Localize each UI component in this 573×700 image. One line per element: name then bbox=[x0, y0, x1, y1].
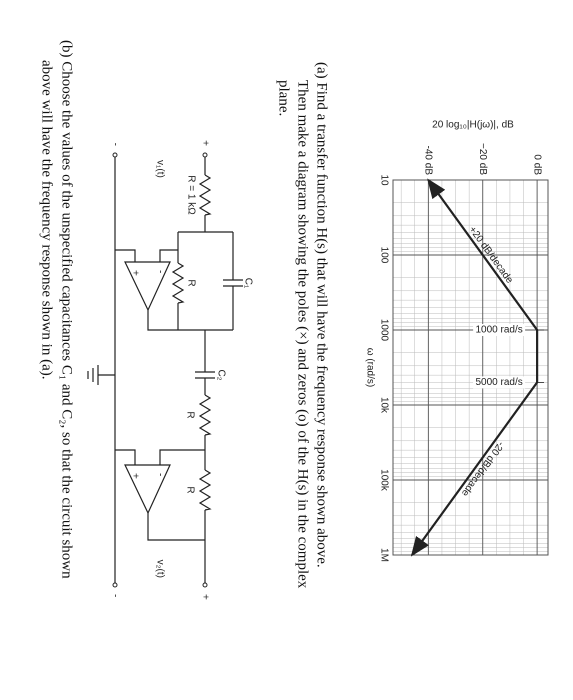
break-annotation: 5000 rad/s bbox=[475, 377, 522, 388]
terminal-label: + bbox=[199, 594, 210, 600]
break-annotation: 1000 rad/s bbox=[475, 325, 522, 336]
op-amp-sign: - bbox=[154, 473, 165, 476]
capacitor bbox=[195, 279, 243, 379]
y-tick-label: -40 dB bbox=[423, 146, 434, 176]
resistor bbox=[171, 262, 185, 304]
y-axis-label: 20 log₁₀|H(jω)|, dB bbox=[432, 120, 514, 131]
y-tick-label: 0 dB bbox=[531, 154, 542, 175]
op-amp-sign: + bbox=[129, 270, 140, 276]
problem-text: plane. bbox=[276, 80, 292, 116]
x-tick-label: 10k bbox=[378, 397, 389, 414]
op-amp-sign: + bbox=[129, 473, 140, 479]
op-amp bbox=[124, 464, 171, 515]
x-tick-label: 100 bbox=[378, 247, 389, 264]
terminal bbox=[202, 152, 208, 158]
problem-text: (b) Choose the values of the unspecified… bbox=[59, 40, 75, 579]
terminals bbox=[112, 152, 208, 588]
resistor bbox=[198, 469, 212, 511]
component-label: C₂ bbox=[215, 369, 226, 380]
component-label: C₁ bbox=[242, 278, 253, 289]
x-tick-label: 1000 bbox=[378, 319, 389, 342]
ground bbox=[87, 365, 99, 385]
voltage-label: v₂(t) bbox=[154, 560, 165, 578]
terminal bbox=[112, 582, 118, 588]
component-label: R bbox=[184, 411, 195, 418]
x-tick-label: 100k bbox=[378, 469, 389, 492]
label-bg bbox=[473, 376, 526, 389]
component-label: R bbox=[185, 279, 196, 286]
terminal bbox=[202, 582, 208, 588]
op-amp bbox=[124, 261, 171, 312]
problem-text: (a) Find a transfer function H(s) that w… bbox=[314, 62, 330, 568]
terminal-label: + bbox=[199, 140, 210, 146]
resistor bbox=[198, 174, 212, 216]
op-amp-sign: - bbox=[154, 270, 165, 273]
terminal bbox=[112, 152, 118, 158]
bode-plot: 10 100 1000 10k 100k 1M 0 dB −20 dB -40 dB 20 log… bbox=[364, 120, 549, 562]
terminal-label: - bbox=[109, 143, 120, 146]
component-label: R = 1 kΩ bbox=[185, 175, 196, 215]
y-tick-label: −20 dB bbox=[477, 143, 488, 175]
wire bbox=[98, 155, 234, 585]
response-line bbox=[410, 178, 539, 557]
voltage-label: v₁(t) bbox=[154, 160, 165, 178]
x-tick-label: 1M bbox=[378, 548, 389, 562]
problem-text: Then make a diagram showing the poles (×… bbox=[295, 80, 311, 589]
x-tick-label: 10 bbox=[378, 174, 389, 186]
circuit: + - v₁(t) R = 1 kΩ C₁ R + - C₂ R R + - +… bbox=[87, 140, 253, 600]
x-axis-label: ω (rad/s) bbox=[364, 348, 375, 387]
label-bg bbox=[473, 324, 526, 336]
resistor bbox=[198, 394, 212, 436]
terminal-label: - bbox=[109, 594, 120, 597]
component-label: R bbox=[184, 486, 195, 493]
problem-text: above will have the frequency response s… bbox=[39, 60, 55, 379]
